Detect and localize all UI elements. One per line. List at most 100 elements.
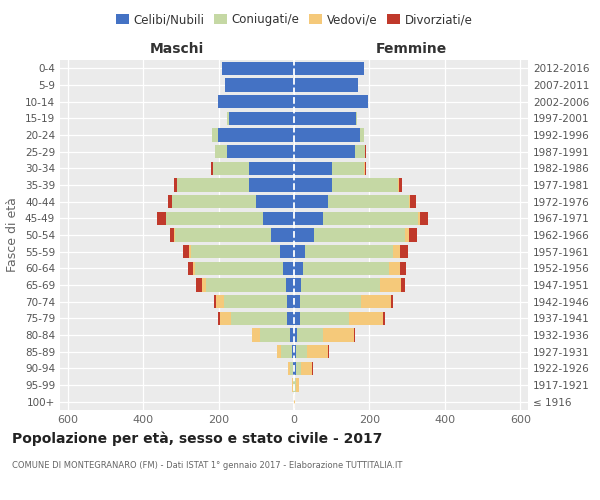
Bar	[290, 328, 294, 342]
Bar	[349, 312, 383, 325]
Bar	[323, 328, 353, 342]
Bar	[167, 195, 172, 208]
Bar	[299, 312, 349, 325]
Bar	[183, 245, 188, 258]
Bar	[283, 262, 294, 275]
Bar	[299, 295, 361, 308]
Bar	[405, 228, 409, 241]
Bar	[365, 162, 367, 175]
Text: Maschi: Maschi	[150, 42, 204, 56]
Bar	[170, 228, 175, 241]
Text: Popolazione per età, sesso e stato civile - 2017: Popolazione per età, sesso e stato civil…	[12, 431, 382, 446]
Bar	[301, 278, 380, 291]
Bar	[361, 295, 391, 308]
Bar	[252, 328, 260, 342]
Bar	[256, 195, 294, 208]
Bar	[286, 278, 294, 291]
Bar	[271, 228, 294, 241]
Bar	[410, 195, 416, 208]
Bar	[294, 112, 356, 125]
Bar	[195, 262, 283, 275]
Bar	[294, 345, 296, 358]
Bar	[287, 295, 294, 308]
Bar	[221, 62, 294, 75]
Bar	[292, 378, 293, 392]
Bar	[294, 295, 299, 308]
Bar	[294, 228, 314, 241]
Bar	[353, 328, 355, 342]
Bar	[218, 128, 294, 141]
Bar	[249, 178, 294, 192]
Bar	[296, 378, 299, 392]
Bar	[249, 162, 294, 175]
Bar	[418, 212, 419, 225]
Bar	[296, 362, 301, 375]
Bar	[294, 212, 323, 225]
Bar	[294, 328, 297, 342]
Bar	[290, 362, 293, 375]
Bar	[294, 128, 360, 141]
Bar	[400, 245, 408, 258]
Bar	[332, 162, 364, 175]
Bar	[328, 345, 329, 358]
Bar	[294, 78, 358, 92]
Bar	[157, 212, 166, 225]
Bar	[389, 262, 400, 275]
Bar	[364, 162, 365, 175]
Bar	[294, 262, 304, 275]
Bar	[328, 195, 409, 208]
Bar	[393, 245, 400, 258]
Bar	[296, 345, 307, 358]
Bar	[277, 345, 281, 358]
Text: COMUNE DI MONTEGRANARO (FM) - Dati ISTAT 1° gennaio 2017 - Elaborazione TUTTITAL: COMUNE DI MONTEGRANARO (FM) - Dati ISTAT…	[12, 460, 403, 469]
Bar	[294, 95, 368, 108]
Bar	[202, 278, 206, 291]
Bar	[297, 328, 323, 342]
Bar	[226, 78, 294, 92]
Bar	[280, 245, 294, 258]
Bar	[294, 195, 328, 208]
Bar	[355, 145, 365, 158]
Bar	[227, 145, 294, 158]
Bar	[166, 212, 263, 225]
Bar	[188, 245, 191, 258]
Bar	[172, 195, 256, 208]
Bar	[398, 178, 403, 192]
Bar	[294, 362, 296, 375]
Bar	[224, 295, 287, 308]
Bar	[220, 312, 232, 325]
Legend: Celibi/Nubili, Coniugati/e, Vedovi/e, Divorziati/e: Celibi/Nubili, Coniugati/e, Vedovi/e, Di…	[111, 8, 477, 31]
Bar	[301, 362, 313, 375]
Bar	[294, 178, 332, 192]
Bar	[232, 312, 287, 325]
Bar	[227, 112, 229, 125]
Bar	[293, 362, 294, 375]
Bar	[409, 228, 417, 241]
Bar	[294, 245, 305, 258]
Bar	[294, 145, 355, 158]
Bar	[215, 145, 227, 158]
Bar	[356, 112, 358, 125]
Bar	[391, 295, 393, 308]
Bar	[294, 312, 299, 325]
Bar	[295, 378, 296, 392]
Bar	[419, 212, 428, 225]
Bar	[365, 145, 366, 158]
Bar	[206, 278, 286, 291]
Bar	[263, 212, 294, 225]
Bar	[294, 62, 364, 75]
Bar	[218, 312, 220, 325]
Bar	[409, 195, 410, 208]
Bar	[214, 295, 216, 308]
Bar	[401, 278, 404, 291]
Bar	[323, 212, 418, 225]
Bar	[281, 345, 292, 358]
Bar	[212, 128, 218, 141]
Bar	[213, 162, 249, 175]
Bar	[175, 228, 271, 241]
Bar	[191, 245, 280, 258]
Bar	[260, 328, 290, 342]
Bar	[177, 178, 249, 192]
Bar	[332, 178, 398, 192]
Bar	[188, 262, 193, 275]
